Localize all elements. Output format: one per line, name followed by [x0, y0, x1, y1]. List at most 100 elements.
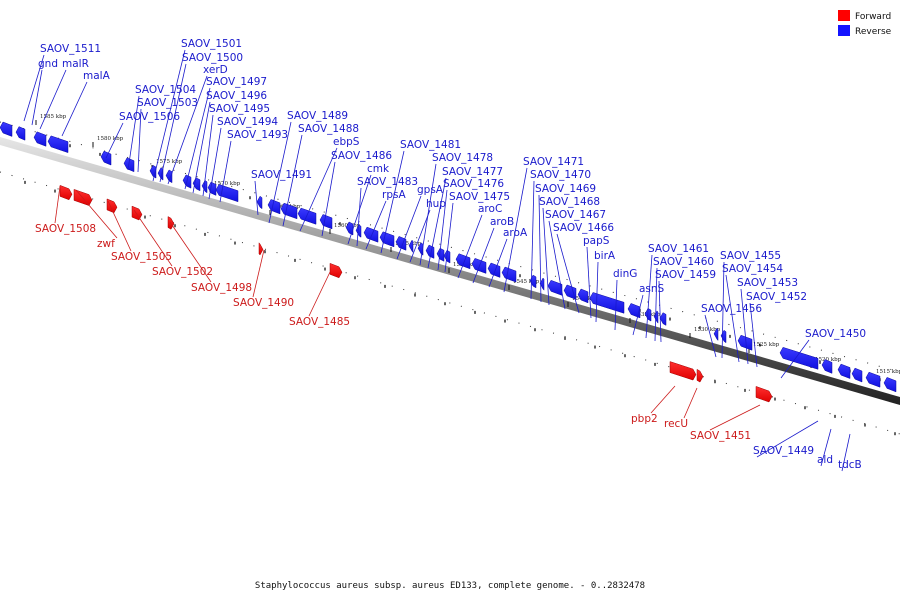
reverse-gene-box [547, 280, 563, 296]
reverse-gene-box [15, 126, 26, 141]
reverse-gene-leader-saov-1449 [756, 420, 819, 458]
reverse-gene-leader-saov-1495 [202, 114, 214, 197]
reverse-gene-leader-mala [61, 81, 88, 137]
reverse-gene-box [256, 195, 263, 210]
reverse-gene-leader-asns [632, 294, 644, 336]
reverse-gene-leader-saov-1500 [159, 63, 187, 183]
reverse-gene-label-saov-1488: SAOV_1488 [298, 123, 359, 135]
reverse-gene-box [627, 303, 641, 319]
reverse-gene-label-saov-1456: SAOV_1456 [701, 303, 762, 315]
forward-gene-label-saov-1490: SAOV_1490 [233, 297, 294, 309]
reverse-gene-box [851, 367, 863, 383]
forward-gene-label-zwf: zwf [97, 238, 115, 250]
reverse-gene-label-saov-1459: SAOV_1459 [655, 269, 716, 281]
reverse-gene-leader-saov-1478 [419, 163, 437, 266]
reverse-gene-box [408, 239, 414, 253]
reverse-gene-leader-saov-1466 [556, 233, 580, 314]
reverse-gene-box [539, 277, 545, 291]
forward-gene-leader-saov-1490 [252, 249, 265, 298]
reverse-gene-leader-xerd [167, 75, 208, 185]
reverse-gene-leader-saov-1506 [105, 122, 124, 159]
tick-label: 1545 kbp [513, 279, 540, 285]
forward-gene-box [73, 189, 93, 206]
reverse-gene-label-saov-1511: SAOV_1511 [40, 43, 101, 55]
reverse-gene-box [280, 202, 298, 220]
reverse-gene-leader-malr [39, 69, 67, 130]
reverse-gene-leader-saov-1471 [503, 167, 528, 293]
reverse-gene-label-saov-1497: SAOV_1497 [206, 76, 267, 88]
reverse-gene-leader-arob [472, 227, 495, 284]
reverse-gene-leader-saov-1496 [192, 101, 211, 194]
reverse-gene-box [883, 377, 897, 393]
reverse-gene-box [659, 312, 667, 326]
reverse-gene-label-gnd: gnd [38, 58, 58, 70]
reverse-gene-leader-saov-1488 [282, 134, 303, 227]
reverse-gene-leader-saov-1470 [530, 180, 535, 300]
forward-gene-box [696, 368, 704, 383]
reverse-gene-leader-saov-1468 [542, 207, 550, 306]
forward-gene-leader-saov-1498 [169, 221, 212, 283]
reverse-gene-leader-saov-1450 [780, 339, 810, 379]
reverse-gene-box [821, 359, 833, 374]
reverse-gene-leader-saov-1459 [658, 280, 662, 343]
reverse-gene-leader-paps [586, 246, 592, 319]
reverse-gene-label-saov-1478: SAOV_1478 [432, 152, 493, 164]
tick-label: 1520 kbp [815, 357, 842, 363]
reverse-gene-label-saov-1495: SAOV_1495 [209, 103, 270, 115]
reverse-gene-leader-saov-1452 [749, 302, 758, 368]
reverse-gene-label-saov-1450: SAOV_1450 [805, 328, 866, 340]
reverse-gene-box [737, 334, 753, 351]
reverse-gene-label-aroc: aroC [478, 203, 502, 215]
forward-gene-label-saov-1485: SAOV_1485 [289, 316, 350, 328]
reverse-gene-box [157, 167, 164, 181]
tick-label: 1570 kbp [214, 181, 241, 187]
reverse-gene-label-paps: papS [583, 235, 610, 247]
reverse-gene-label-saov-1481: SAOV_1481 [400, 139, 461, 151]
reverse-gene-leader-saov-1477 [427, 177, 447, 269]
reverse-gene-label-saov-1494: SAOV_1494 [217, 116, 278, 128]
reverse-gene-label-saov-1470: SAOV_1470 [530, 169, 591, 181]
reverse-gene-leader-saov-1489 [268, 121, 292, 224]
reverse-gene-box [395, 236, 407, 251]
reverse-gene-leader-gpsa [396, 195, 422, 260]
reverse-gene-label-saov-1452: SAOV_1452 [746, 291, 807, 303]
reverse-gene-leader-ding [614, 279, 618, 331]
reverse-gene-box [207, 181, 217, 196]
forward-gene-box [131, 205, 143, 221]
reverse-gene-label-saov-1477: SAOV_1477 [442, 166, 503, 178]
reverse-gene-label-gpsa: gpsA [417, 184, 444, 196]
reverse-gene-leader-gnd [31, 69, 43, 126]
reverse-gene-label-saov-1503: SAOV_1503 [137, 97, 198, 109]
reverse-gene-box [713, 327, 719, 342]
forward-gene-label-saov-1451: SAOV_1451 [690, 430, 751, 442]
reverse-gene-leader-saov-1493 [219, 140, 232, 203]
reverse-gene-leader-rpsa [365, 200, 387, 250]
reverse-gene-leader-ebps [299, 147, 338, 232]
reverse-gene-label-saov-1506: SAOV_1506 [119, 111, 180, 123]
reverse-gene-label-bira: birA [594, 250, 616, 262]
reverse-gene-label-saov-1491: SAOV_1491 [251, 169, 312, 181]
reverse-gene-label-saov-1489: SAOV_1489 [287, 110, 348, 122]
forward-gene-leader-saov-1508 [54, 185, 61, 224]
forward-gene-leader-saov-1451 [709, 404, 761, 431]
reverse-gene-leader-saov-1453 [740, 288, 749, 365]
reverse-gene-leader-hup [409, 209, 431, 263]
tick-label: 1575 kbp [156, 159, 183, 165]
reverse-gene-leader-saov-1460 [654, 267, 658, 342]
reverse-gene-leader-saov-1476 [437, 189, 448, 271]
reverse-gene-leader-saov-1456 [704, 314, 717, 358]
reverse-gene-box [779, 347, 819, 370]
reverse-gene-label-saov-1475: SAOV_1475 [449, 191, 510, 203]
legend-reverse-label: Reverse [855, 27, 892, 37]
reverse-gene-box [529, 274, 537, 289]
reverse-gene-leader-saov-1469 [538, 194, 542, 303]
forward-gene-box [669, 361, 697, 381]
forward-gene-box [755, 386, 773, 403]
reverse-gene-label-arob: aroB [490, 216, 514, 228]
reverse-gene-label-saov-1467: SAOV_1467 [545, 209, 606, 221]
reverse-gene-box [501, 266, 517, 283]
forward-gene-box [258, 242, 264, 256]
reverse-gene-label-ald: ald [817, 454, 833, 466]
reverse-gene-box [33, 131, 47, 147]
